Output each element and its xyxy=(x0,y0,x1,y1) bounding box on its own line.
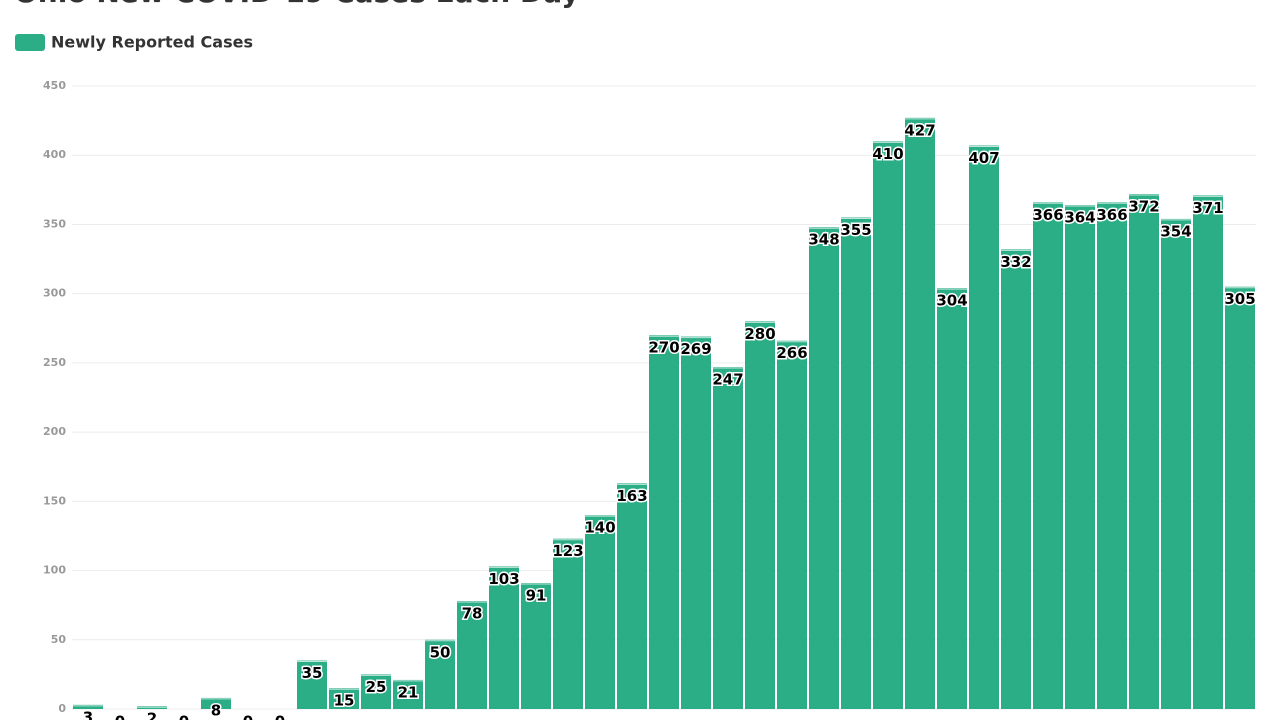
value-label: 305 xyxy=(1224,290,1255,308)
bar xyxy=(1033,202,1063,709)
bar xyxy=(873,141,903,709)
y-tick-label: 200 xyxy=(43,425,66,438)
value-label: 354 xyxy=(1160,222,1191,240)
value-label: 15 xyxy=(334,692,355,710)
y-tick-label: 300 xyxy=(43,287,66,300)
value-label: 21 xyxy=(398,683,419,701)
value-label: 2 xyxy=(147,710,157,720)
value-label: 35 xyxy=(302,664,323,682)
bar xyxy=(969,145,999,709)
value-label: 123 xyxy=(552,542,583,560)
bar xyxy=(1129,193,1159,709)
bar xyxy=(1161,218,1191,709)
bar xyxy=(553,538,583,709)
bar xyxy=(393,679,423,709)
bar xyxy=(361,674,391,709)
value-label: 0 xyxy=(115,713,125,720)
bar xyxy=(1065,205,1095,709)
value-label: 410 xyxy=(872,145,903,163)
value-label: 0 xyxy=(243,713,253,720)
value-label: 140 xyxy=(584,519,615,537)
bar xyxy=(201,697,231,709)
value-label: 50 xyxy=(430,643,451,661)
bar xyxy=(1225,286,1255,709)
bar xyxy=(841,217,871,709)
bar xyxy=(777,340,807,709)
value-label: 348 xyxy=(808,231,839,249)
value-label: 8 xyxy=(211,701,221,719)
value-label: 355 xyxy=(840,221,871,239)
bar xyxy=(489,566,519,709)
value-label: 0 xyxy=(179,713,189,720)
bar xyxy=(809,227,839,710)
bar xyxy=(425,639,455,709)
bar xyxy=(1001,249,1031,709)
y-tick-label: 50 xyxy=(51,633,67,646)
bar xyxy=(297,660,327,709)
legend-label: Newly Reported Cases xyxy=(51,33,253,52)
bar xyxy=(745,321,775,709)
bar xyxy=(521,583,551,709)
value-label: 371 xyxy=(1192,199,1223,217)
value-label: 364 xyxy=(1064,209,1095,227)
value-label: 366 xyxy=(1032,206,1063,224)
bar xyxy=(713,367,743,709)
bar xyxy=(937,288,967,709)
value-label: 0 xyxy=(275,713,285,720)
bar xyxy=(585,515,615,709)
value-label: 78 xyxy=(462,605,483,623)
bar xyxy=(905,117,935,709)
bar xyxy=(649,335,679,709)
y-tick-label: 250 xyxy=(43,356,66,369)
value-label: 25 xyxy=(366,678,387,696)
value-label: 366 xyxy=(1096,206,1127,224)
bar xyxy=(457,601,487,709)
bar xyxy=(681,336,711,709)
value-label: 427 xyxy=(904,121,935,139)
y-tick-label: 450 xyxy=(43,79,66,92)
value-label: 407 xyxy=(968,149,999,167)
value-label: 91 xyxy=(526,587,547,605)
y-tick-label: 100 xyxy=(43,564,66,577)
value-label: 3 xyxy=(83,708,93,720)
value-label: 270 xyxy=(648,339,679,357)
value-label: 280 xyxy=(744,325,775,343)
bar xyxy=(617,483,647,709)
y-tick-label: 0 xyxy=(58,702,66,715)
y-tick-label: 150 xyxy=(43,494,66,507)
value-label: 332 xyxy=(1000,253,1031,271)
value-label: 372 xyxy=(1128,197,1159,215)
value-label: 247 xyxy=(712,371,743,389)
bar xyxy=(329,688,359,709)
chart-title: Ohio New COVID-19 Cases Each Day xyxy=(14,0,579,9)
y-tick-label: 400 xyxy=(43,148,66,161)
value-label: 163 xyxy=(616,487,647,505)
value-label: 304 xyxy=(936,292,967,310)
legend-swatch xyxy=(15,34,45,51)
bar xyxy=(1097,202,1127,709)
value-label: 103 xyxy=(488,570,519,588)
y-tick-label: 350 xyxy=(43,217,66,230)
value-label: 269 xyxy=(680,340,711,358)
bar xyxy=(1193,195,1223,710)
bar xyxy=(73,704,103,709)
value-label: 266 xyxy=(776,344,807,362)
